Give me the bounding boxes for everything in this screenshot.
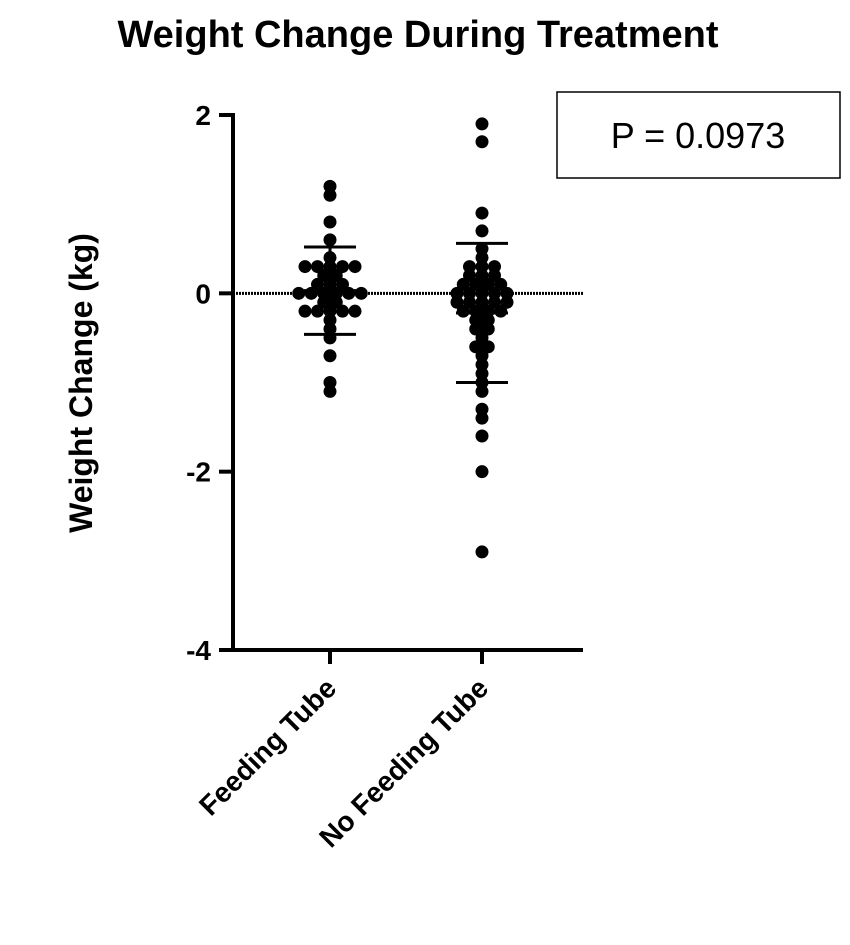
y-tick-label: -4 [186, 635, 211, 666]
data-point [348, 260, 362, 274]
data-point [475, 465, 489, 479]
data-point [354, 286, 368, 300]
data-point [292, 286, 306, 300]
data-point [488, 260, 501, 274]
y-tick-label: 0 [195, 278, 211, 309]
data-point [323, 233, 337, 247]
x-tick-label: No Feeding Tube [313, 672, 494, 853]
data-point [481, 313, 495, 327]
data-point [311, 304, 324, 318]
data-point [323, 349, 337, 363]
data-point [475, 384, 489, 398]
data-point [323, 179, 337, 193]
data-point [475, 411, 489, 425]
data-point [336, 304, 349, 318]
data-point [475, 117, 489, 131]
data-point [342, 286, 356, 300]
annotation-box [556, 91, 841, 179]
data-point [494, 304, 508, 318]
y-tick-label: -2 [186, 457, 211, 488]
chart-title: Weight Change During Treatment [117, 14, 718, 56]
y-axis-label: Weight Change (kg) [63, 233, 99, 533]
data-point [475, 224, 489, 238]
data-point [298, 304, 312, 318]
data-point [475, 402, 489, 416]
data-point [475, 545, 489, 559]
data-point [348, 304, 362, 318]
data-point [298, 260, 312, 274]
data-point [488, 286, 501, 300]
data-point [323, 384, 337, 398]
data-point [463, 260, 476, 274]
data-point [323, 376, 337, 389]
data-point [323, 188, 337, 202]
data-point [463, 286, 476, 300]
x-tick-label: Feeding Tube [193, 672, 342, 821]
data-point [450, 286, 464, 300]
data-point [475, 206, 489, 220]
data-point [500, 286, 514, 300]
annotation: P = 0.0973 [611, 115, 786, 156]
data-point [456, 304, 470, 318]
y-tick-label: 2 [195, 100, 211, 131]
data-point [469, 313, 483, 327]
data-point [475, 135, 489, 149]
data-point [304, 286, 318, 300]
data-point [475, 429, 489, 443]
data-point [323, 215, 337, 229]
